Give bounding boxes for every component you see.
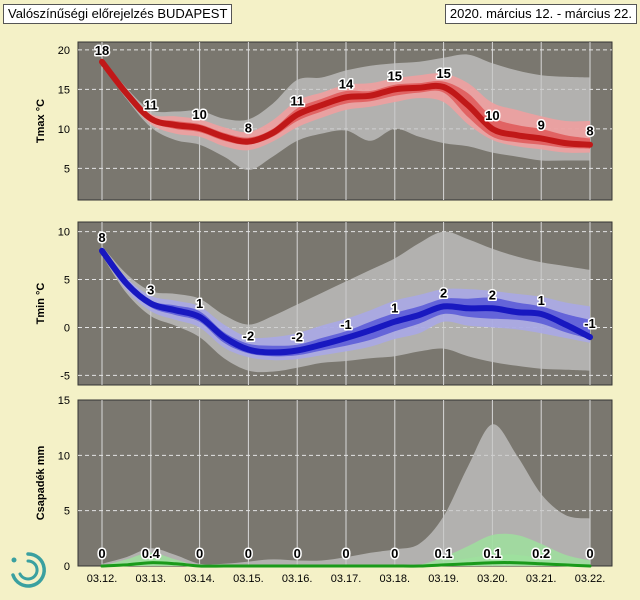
daily-value-label: -2 — [243, 329, 255, 344]
x-tick-label: 03.21. — [526, 573, 557, 585]
forecast-period: 2020. március 12. - március 22. — [444, 4, 637, 24]
y-axis-label: Tmin °C — [35, 283, 47, 325]
ensemble-range-band — [102, 424, 590, 566]
x-tick-label: 03.17. — [331, 573, 362, 585]
daily-value-label: 8 — [586, 124, 593, 139]
daily-value-label: 0 — [391, 546, 398, 561]
logo-arc-inner — [18, 559, 39, 581]
daily-value-label: 1 — [391, 301, 398, 316]
daily-value-label: 10 — [192, 107, 206, 122]
daily-value-label: -2 — [291, 329, 303, 344]
y-tick-label: 15 — [58, 84, 70, 96]
daily-value-label: 18 — [95, 43, 109, 58]
median-line — [99, 247, 593, 356]
daily-value-label: 11 — [290, 94, 304, 109]
y-tick-label: 5 — [64, 275, 70, 287]
y-tick-label: 5 — [64, 163, 70, 175]
daily-value-label: -1 — [584, 316, 596, 331]
y-tick-label: 5 — [64, 506, 70, 518]
daily-value-label: 0 — [586, 546, 593, 561]
daily-value-label: 8 — [98, 230, 105, 245]
panel-tmax: 5 10 15 20 Tmax °C 18 11 10 8 11 14 15 15 10 9 8 — [35, 41, 613, 201]
panel-precipitation: 0 5 10 15 Csapadék mm 0 0.4 0 0 0 0 0 0.1 0.1 0.2 0 03.1… — [35, 395, 613, 585]
daily-value-label: 3 — [147, 283, 154, 298]
daily-value-label: -1 — [340, 317, 352, 332]
y-tick-label: 20 — [58, 45, 70, 57]
y-tick-label: 15 — [58, 395, 70, 407]
daily-value-label: 15 — [436, 66, 450, 81]
daily-value-label: 14 — [339, 76, 354, 91]
y-tick-label: -5 — [60, 370, 70, 382]
daily-value-label: 0 — [196, 546, 203, 561]
percentile-25-75-band — [102, 248, 590, 357]
daily-value-label: 11 — [144, 98, 158, 113]
daily-value-label: 10 — [485, 108, 499, 123]
y-tick-label: 0 — [64, 561, 70, 573]
x-tick-label: 03.15. — [233, 573, 264, 585]
daily-value-label: 2 — [440, 285, 447, 300]
daily-value-label: 0.1 — [435, 546, 453, 561]
median-line — [100, 561, 592, 568]
x-tick-label: 03.16. — [282, 573, 313, 585]
logo-dot — [11, 557, 17, 563]
daily-value-label: 9 — [538, 117, 545, 132]
daily-value-label: 1 — [196, 296, 203, 311]
y-tick-label: 10 — [58, 450, 70, 462]
daily-value-label: 0 — [294, 546, 301, 561]
daily-value-label: 0 — [245, 546, 252, 561]
x-tick-label: 03.13. — [136, 573, 167, 585]
median-line — [99, 58, 593, 148]
swirl-logo-icon — [11, 552, 46, 588]
x-tick-label: 03.19. — [428, 573, 459, 585]
daily-value-label: 0 — [342, 546, 349, 561]
y-tick-label: 0 — [64, 322, 70, 334]
panel-tmin: -5 0 5 10 Tmin °C 8 3 1 -2 -2 -1 1 2 2 1 -1 — [35, 221, 613, 386]
x-tick-label: 03.22. — [575, 573, 606, 585]
daily-value-label: 0.4 — [142, 546, 161, 561]
y-axis-label: Tmax °C — [35, 99, 47, 143]
daily-value-label: 2 — [489, 287, 496, 302]
x-tick-label: 03.20. — [477, 573, 508, 585]
y-axis-label: Csapadék mm — [35, 445, 47, 520]
logo-arc-outer — [11, 552, 46, 588]
x-tick-label: 03.18. — [380, 573, 411, 585]
y-tick-label: 10 — [58, 124, 70, 136]
x-tick-label: 03.12. — [87, 573, 118, 585]
x-tick-label: 03.14. — [184, 573, 215, 585]
daily-value-label: 8 — [245, 121, 252, 136]
daily-value-label: 0.1 — [483, 546, 501, 561]
daily-value-label: 0 — [98, 546, 105, 561]
y-tick-label: 10 — [58, 227, 70, 239]
daily-value-label: 1 — [538, 293, 545, 308]
daily-value-label: 0.2 — [532, 546, 550, 561]
percentile-10-90-band — [102, 246, 590, 361]
daily-value-label: 15 — [388, 68, 402, 83]
chart-title: Valószínűségi előrejelzés BUDAPEST — [3, 4, 233, 24]
percentile-10-90-band — [102, 59, 590, 153]
